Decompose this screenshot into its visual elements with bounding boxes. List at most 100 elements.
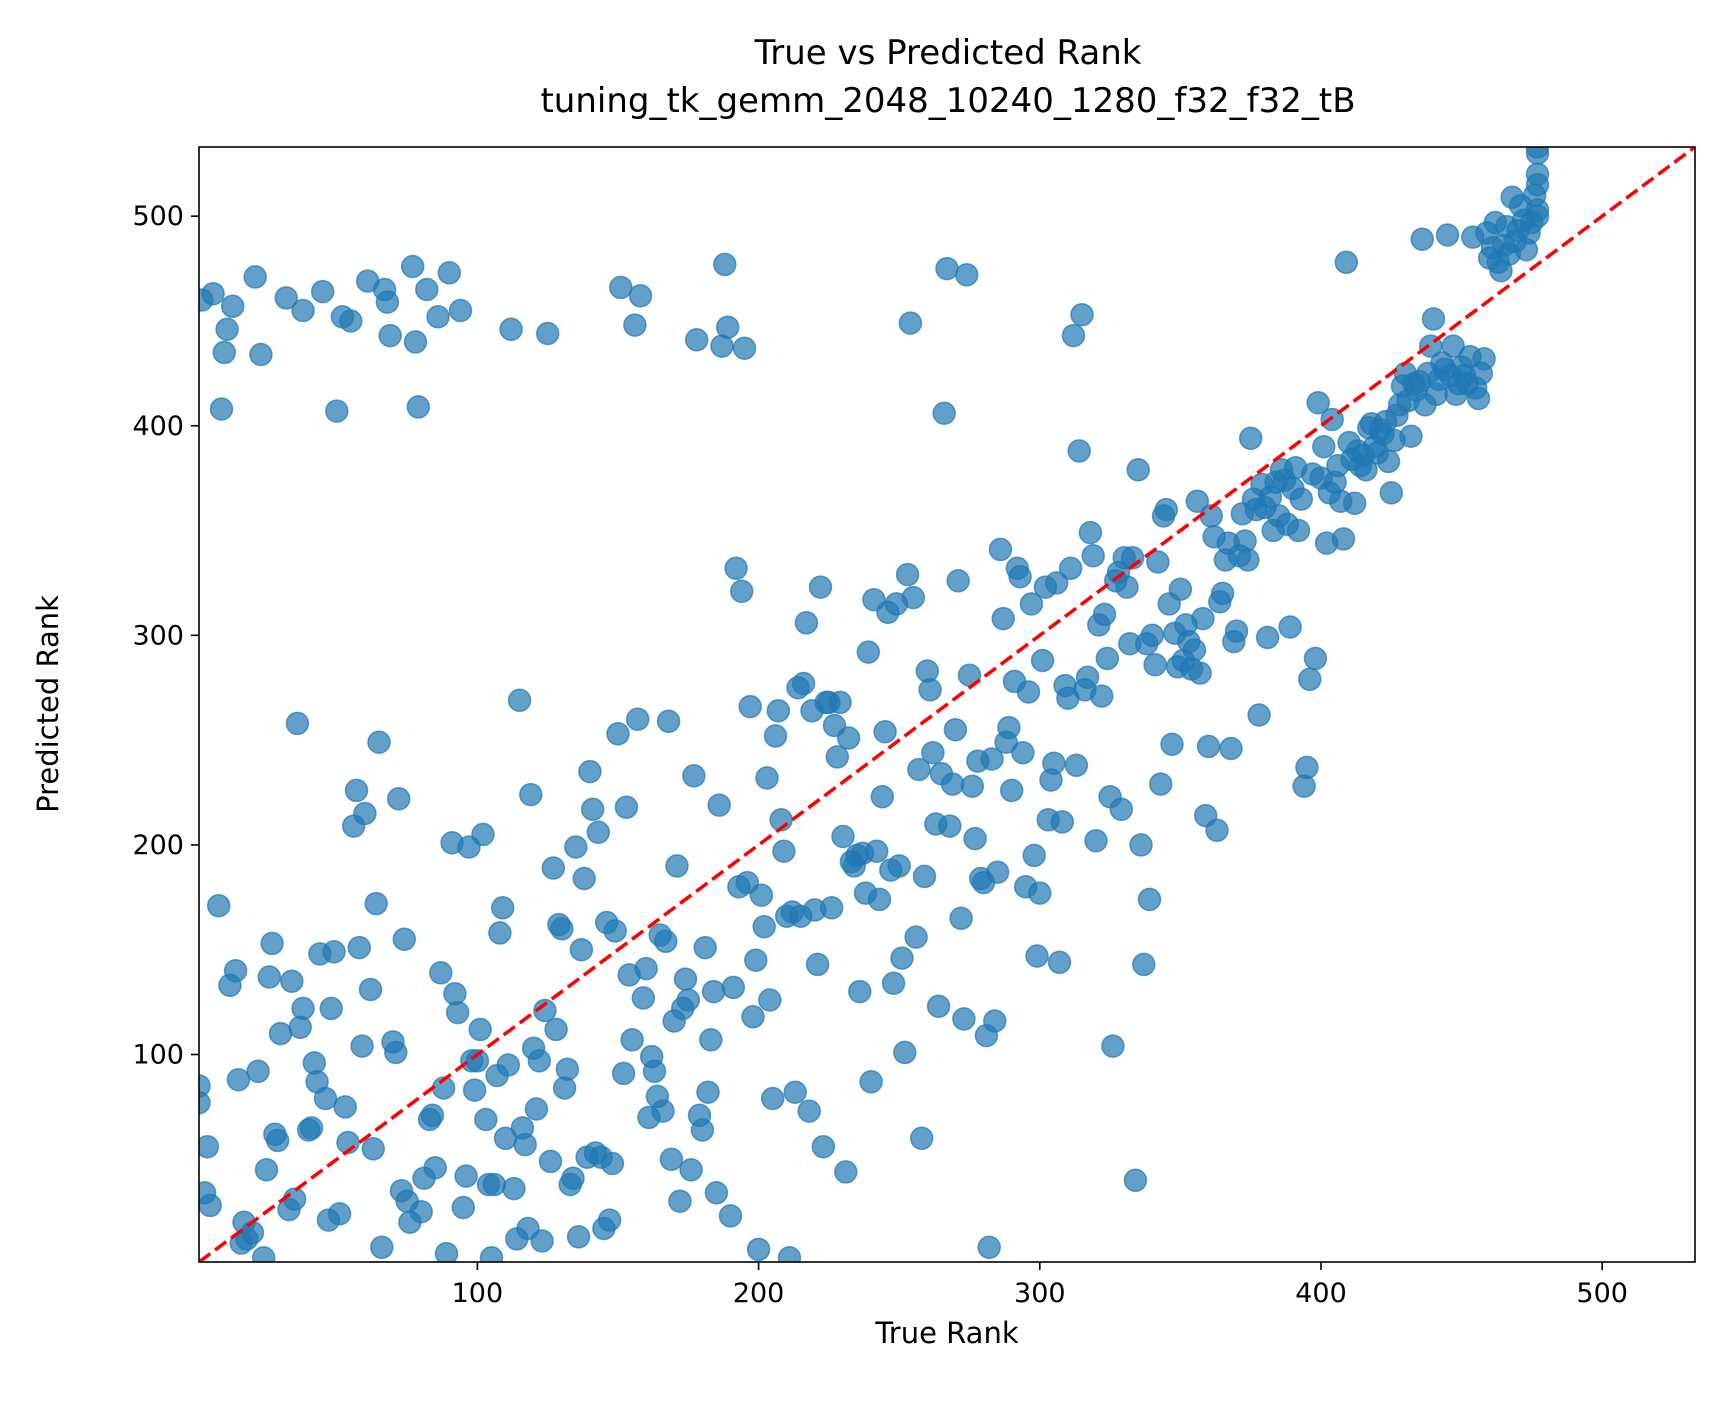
data-point (999, 778, 1024, 803)
data-point (1168, 577, 1193, 601)
data-point (625, 707, 650, 731)
data-point (353, 801, 377, 826)
data-point (392, 927, 417, 951)
data-point (997, 715, 1021, 740)
y-axis-label: Predicted Rank (31, 595, 65, 813)
data-point (738, 694, 762, 719)
data-point (1061, 323, 1086, 348)
data-point (836, 726, 861, 750)
data-point (732, 336, 757, 360)
data-point (901, 585, 926, 610)
data-point (319, 996, 343, 1021)
data-point (209, 397, 234, 421)
data-point (963, 826, 987, 851)
data-point (656, 709, 681, 734)
data-point (569, 937, 594, 962)
data-point (763, 724, 788, 748)
data-point (1278, 615, 1302, 639)
data-point (386, 787, 411, 811)
data-point (1334, 250, 1359, 275)
data-point (690, 1118, 715, 1142)
data-point (240, 1220, 265, 1245)
data-point (445, 1000, 470, 1025)
data-point (423, 1155, 447, 1180)
data-point (693, 935, 717, 960)
data-point (713, 252, 737, 277)
y-tick-label: 100 (132, 1040, 184, 1071)
data-point (597, 1208, 622, 1232)
y-tick-label: 400 (132, 411, 184, 442)
data-point (600, 1151, 625, 1176)
data-point (932, 401, 956, 425)
data-point (519, 782, 543, 807)
data-point (1115, 575, 1139, 599)
data-point (904, 925, 928, 949)
data-point (1140, 623, 1165, 648)
data-point (752, 914, 776, 939)
data-point (1129, 833, 1153, 857)
data-point (1016, 680, 1041, 704)
data-point (490, 896, 515, 920)
data-point (265, 1128, 290, 1153)
data-point (918, 678, 942, 702)
data-point (870, 784, 895, 809)
data-point (1047, 950, 1072, 975)
data-point (1410, 227, 1434, 251)
data-point (1146, 550, 1170, 574)
data-point (991, 606, 1015, 631)
data-point (620, 1028, 644, 1052)
data-point (895, 562, 920, 587)
data-point (561, 1166, 585, 1190)
data-point (367, 730, 391, 754)
data-point (1255, 625, 1280, 650)
data-point (375, 290, 400, 314)
data-point (642, 1059, 667, 1084)
data-point (1188, 661, 1212, 685)
data-point (1466, 386, 1491, 411)
data-point (215, 317, 239, 342)
data-point (299, 1116, 324, 1140)
data-point (310, 279, 335, 304)
data-point (1081, 543, 1105, 568)
data-point (766, 699, 791, 723)
data-point (909, 1126, 934, 1151)
data-point (257, 965, 282, 989)
data-point (268, 1021, 293, 1046)
data-point (828, 690, 852, 715)
data-point (1238, 426, 1263, 451)
data-point (1143, 652, 1167, 677)
data-point (603, 919, 627, 943)
data-point (758, 988, 782, 1012)
data-point (409, 1199, 433, 1224)
data-point (370, 1235, 394, 1260)
data-point (327, 1202, 352, 1226)
data-point (1044, 571, 1069, 595)
data-point (1205, 818, 1229, 843)
data-point (943, 717, 968, 742)
data-point (718, 1204, 743, 1228)
data-point (291, 298, 315, 323)
data-point (1109, 797, 1134, 822)
data-point (679, 1158, 703, 1182)
data-point (1070, 302, 1094, 327)
data-point (1028, 881, 1052, 905)
data-point (887, 854, 911, 878)
data-point (420, 1103, 445, 1128)
x-tick-label: 200 (733, 1278, 785, 1309)
x-tick-label: 300 (1014, 1278, 1066, 1309)
data-point (502, 1176, 526, 1201)
data-point (848, 979, 872, 1004)
data-point (251, 1246, 276, 1262)
data-point (1067, 439, 1091, 463)
data-point (538, 1149, 563, 1174)
data-point (429, 961, 453, 985)
data-point (325, 399, 349, 423)
data-point (254, 1158, 279, 1182)
data-point (274, 286, 298, 310)
data-point (628, 284, 653, 308)
data-point (1154, 497, 1179, 522)
data-point (623, 313, 647, 337)
data-point (249, 342, 273, 367)
data-point (513, 1132, 537, 1157)
